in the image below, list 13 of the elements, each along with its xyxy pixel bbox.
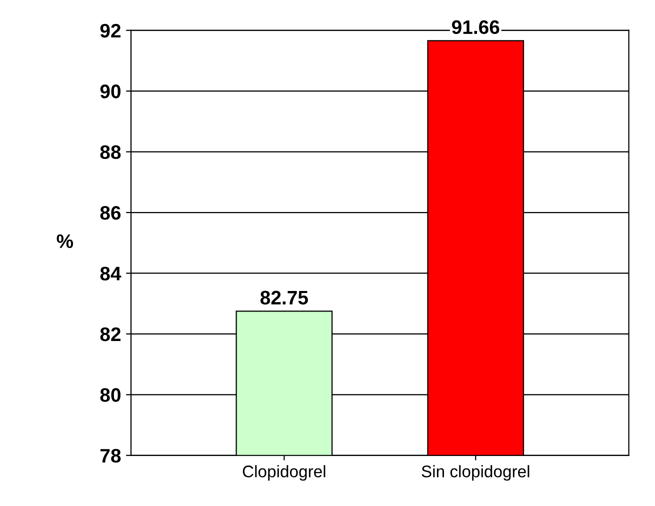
y-tick-label: 78 <box>100 448 121 463</box>
data-label: 91.66 <box>452 20 500 34</box>
y-tick-label: 80 <box>100 388 120 402</box>
y-tick-label: 84 <box>100 266 122 280</box>
y-tick-label: 86 <box>100 206 121 220</box>
data-label: 82.75 <box>260 290 308 305</box>
y-tick-label: 92 <box>100 24 120 38</box>
y-tick-label: 82 <box>100 327 120 342</box>
x-tick-label: Clopidogrel <box>242 465 326 481</box>
x-tick-label: Sin clopidogrel <box>422 465 530 481</box>
y-axis-title: % <box>56 234 74 248</box>
y-tick-label: 90 <box>100 84 120 98</box>
y-tick-label: 88 <box>100 145 121 160</box>
